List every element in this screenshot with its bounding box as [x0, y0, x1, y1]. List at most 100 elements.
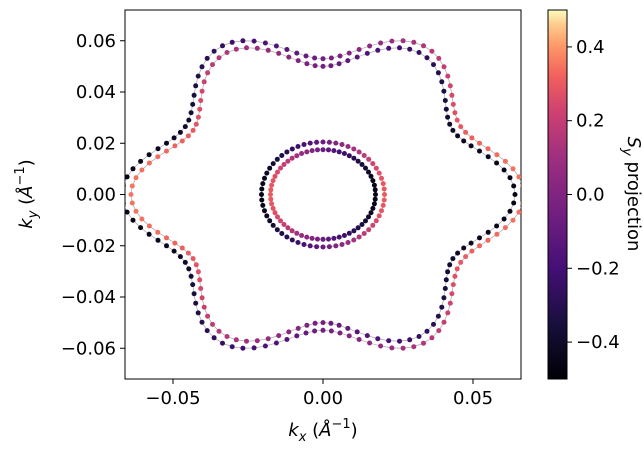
data-point [336, 61, 342, 67]
data-point [452, 110, 458, 116]
y-tick-label: −0.06 [61, 338, 116, 359]
x-tick-label: 0.00 [303, 388, 343, 409]
data-point [510, 217, 516, 223]
data-point [272, 173, 278, 179]
data-point [449, 291, 455, 297]
data-point [372, 187, 378, 193]
data-point [435, 313, 441, 319]
data-point [520, 183, 521, 188]
data-point [378, 343, 384, 349]
data-point [138, 158, 144, 164]
data-point [346, 230, 352, 236]
data-point [289, 146, 295, 152]
data-point [485, 146, 491, 152]
data-point [441, 88, 447, 94]
data-point [400, 38, 406, 44]
data-point [125, 209, 130, 215]
data-point [309, 148, 315, 154]
data-point [400, 345, 406, 351]
data-point [373, 165, 379, 171]
data-point [407, 46, 413, 52]
data-point [447, 83, 453, 89]
data-point [286, 54, 292, 60]
data-point [320, 244, 326, 250]
data-point [240, 38, 246, 44]
colorbar-tick-label: 0.4 [576, 37, 605, 58]
data-point [268, 196, 274, 202]
data-point [379, 175, 384, 181]
data-point [286, 329, 292, 335]
data-point [516, 174, 521, 180]
data-point [193, 262, 199, 268]
data-point [262, 208, 267, 214]
data-point [477, 140, 482, 146]
data-point [356, 149, 362, 155]
data-point [210, 62, 215, 68]
data-point [355, 225, 361, 231]
data-point [314, 244, 320, 250]
data-point [461, 245, 467, 251]
data-point [445, 114, 451, 120]
data-point [429, 335, 435, 341]
data-point [289, 228, 295, 234]
colorbar-gradient [547, 9, 568, 380]
data-point [431, 321, 436, 327]
data-point [307, 140, 313, 146]
data-point [359, 222, 365, 227]
data-point [439, 304, 445, 310]
data-point [507, 175, 513, 181]
data-point [336, 322, 342, 328]
data-point [458, 124, 464, 130]
data-point [366, 214, 371, 220]
data-point [270, 222, 276, 228]
data-point [501, 167, 507, 173]
data-point [449, 92, 455, 98]
y-tick-label: 0.02 [76, 133, 116, 154]
data-point [341, 233, 347, 238]
data-point [193, 83, 199, 89]
data-point [265, 336, 271, 342]
data-point [190, 101, 196, 107]
data-point [155, 154, 161, 160]
data-point [289, 155, 295, 161]
data-point [265, 47, 271, 53]
data-point [303, 330, 309, 336]
data-point [186, 117, 192, 123]
data-point [361, 231, 367, 236]
data-point [273, 340, 279, 346]
data-point [436, 328, 442, 334]
data-point [276, 333, 282, 339]
data-point [272, 210, 278, 216]
data-point [468, 143, 474, 149]
data-point [502, 225, 508, 231]
data-point [195, 310, 201, 316]
data-point [171, 135, 177, 141]
data-point [210, 321, 215, 327]
data-point [304, 149, 310, 155]
data-point [454, 117, 460, 123]
data-point [463, 254, 469, 260]
data-point [424, 55, 430, 61]
data-point [185, 133, 191, 139]
data-point [198, 98, 204, 103]
data-point [289, 237, 295, 243]
data-point [376, 213, 382, 219]
data-point [494, 160, 500, 166]
data-point [370, 161, 376, 167]
data-point [351, 146, 357, 152]
data-point [441, 64, 447, 70]
data-point [138, 225, 144, 231]
data-point [375, 47, 381, 53]
data-point [182, 259, 188, 265]
data-point [133, 175, 139, 181]
data-point [441, 295, 447, 301]
data-point [485, 237, 491, 243]
data-point [188, 273, 194, 279]
y-tick-label: 0.00 [76, 185, 116, 206]
data-point [307, 243, 313, 249]
y-tick-label: 0.04 [76, 82, 116, 103]
data-point [326, 244, 332, 250]
data-point [281, 222, 287, 227]
data-point [182, 124, 188, 130]
data-point [155, 229, 161, 235]
